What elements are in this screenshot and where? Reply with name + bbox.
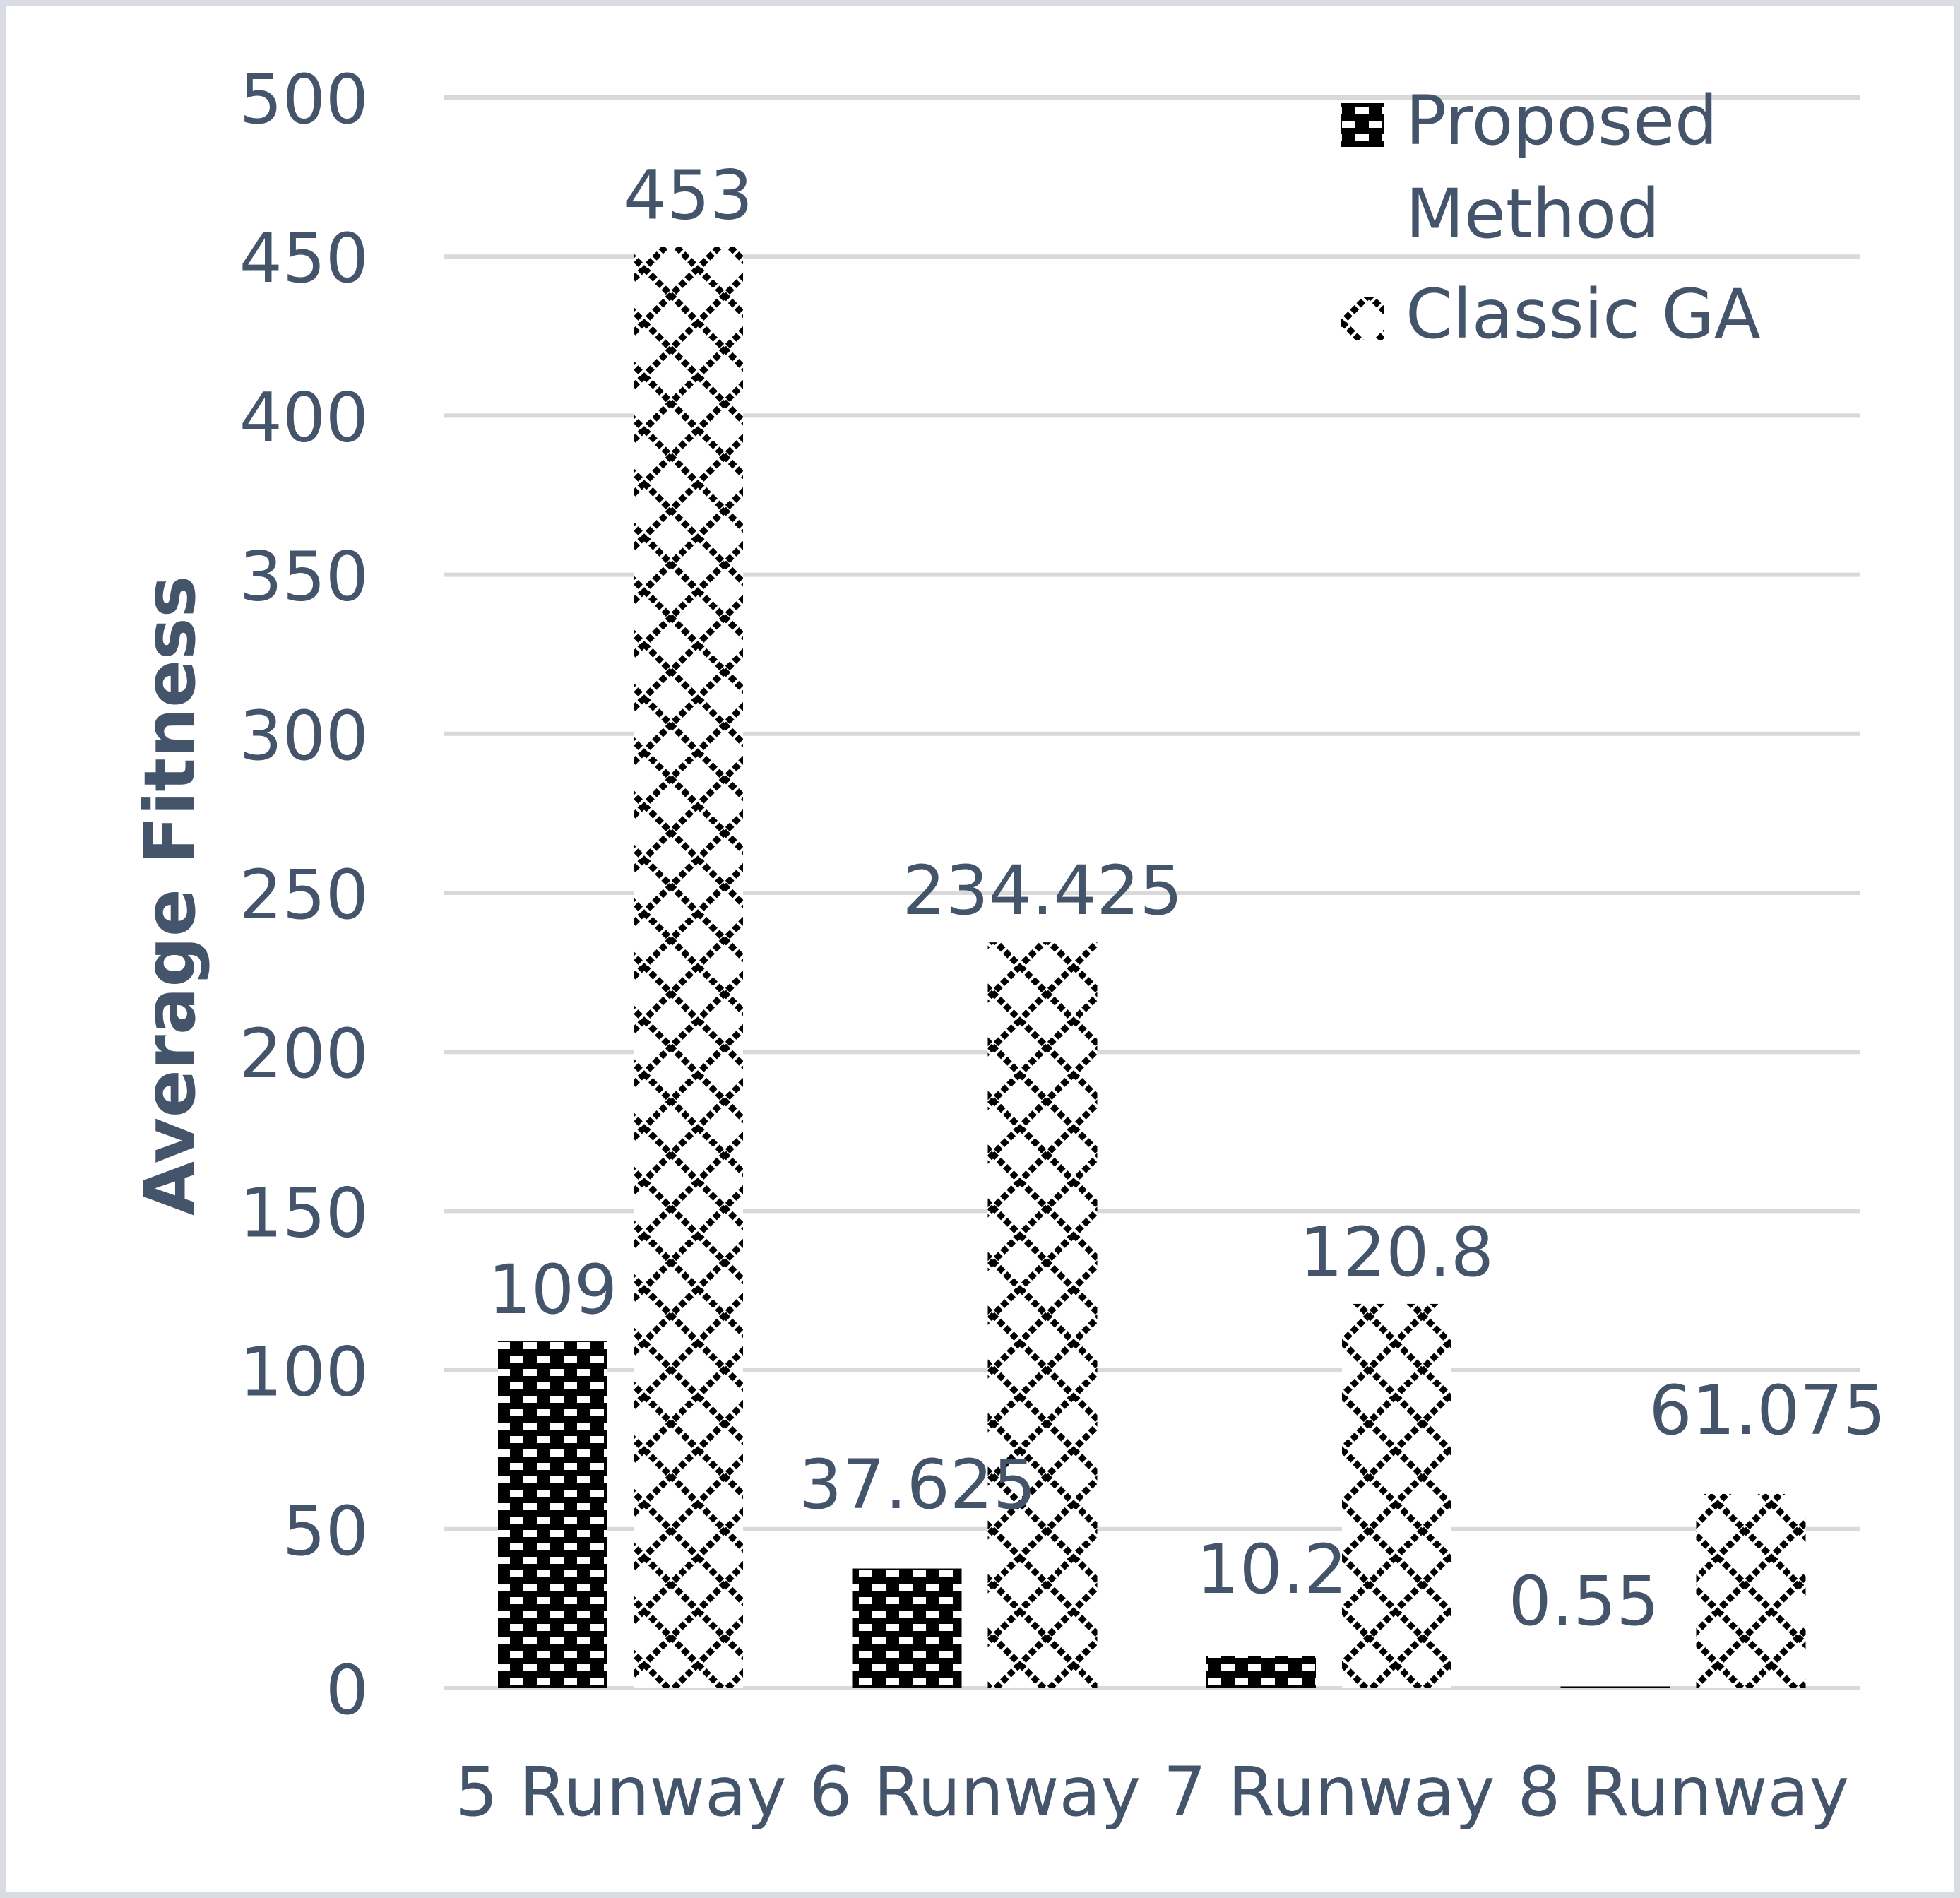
data-label: 453 <box>624 156 753 235</box>
y-tick-label: 500 <box>239 60 369 139</box>
data-label: 109 <box>488 1250 617 1329</box>
y-tick-label: 50 <box>283 1492 369 1571</box>
bar-brick-0 <box>498 1341 607 1688</box>
x-axis-ticks: 5 Runway 6 Runway 7 Runway 8 Runway <box>455 1752 1849 1832</box>
x-tick-label: 5 Runway <box>455 1752 787 1832</box>
y-axis-title: Average Fitness <box>129 576 211 1216</box>
bar-lattice-1 <box>987 942 1098 1688</box>
legend-label: Method <box>1406 174 1660 254</box>
data-label: 0.55 <box>1509 1562 1660 1641</box>
y-tick-label: 200 <box>239 1014 369 1093</box>
x-tick-label: 7 Runway <box>1163 1752 1495 1832</box>
bar-lattice-2 <box>1342 1303 1451 1688</box>
y-tick-label: 250 <box>239 855 369 935</box>
data-label: 37.625 <box>799 1445 1036 1524</box>
data-label: 120.8 <box>1300 1213 1494 1292</box>
y-tick-label: 150 <box>239 1173 369 1252</box>
legend-swatch-lattice <box>1341 297 1384 340</box>
data-label: 234.425 <box>903 851 1183 930</box>
y-tick-label: 100 <box>239 1333 369 1412</box>
bar-brick-2 <box>1206 1656 1316 1688</box>
bar-brick-1 <box>852 1568 962 1688</box>
bar-lattice-3 <box>1696 1493 1806 1688</box>
x-tick-label: 8 Runway <box>1517 1752 1849 1832</box>
bars <box>498 247 1806 1688</box>
y-tick-label: 400 <box>239 378 369 457</box>
data-label: 61.075 <box>1649 1371 1887 1450</box>
y-tick-label: 350 <box>239 538 369 617</box>
legend-swatch-brick <box>1341 103 1384 147</box>
data-labels: 109 453 37.625 234.425 10.2 120.8 0.55 61.075 <box>488 156 1887 1641</box>
x-tick-label: 6 Runway <box>809 1752 1141 1832</box>
bar-brick-3 <box>1560 1686 1670 1688</box>
y-axis-ticks: 0 50 100 150 200 250 300 350 400 450 500 <box>239 60 369 1730</box>
y-tick-label: 0 <box>326 1651 369 1730</box>
y-tick-label: 450 <box>239 219 369 298</box>
data-label: 10.2 <box>1196 1530 1348 1609</box>
bar-lattice-0 <box>634 247 743 1688</box>
legend-label: Classic GA <box>1406 275 1761 354</box>
legend-label: Proposed <box>1406 81 1718 160</box>
y-tick-label: 300 <box>239 696 369 776</box>
legend: Proposed Method Classic GA <box>1341 81 1761 354</box>
